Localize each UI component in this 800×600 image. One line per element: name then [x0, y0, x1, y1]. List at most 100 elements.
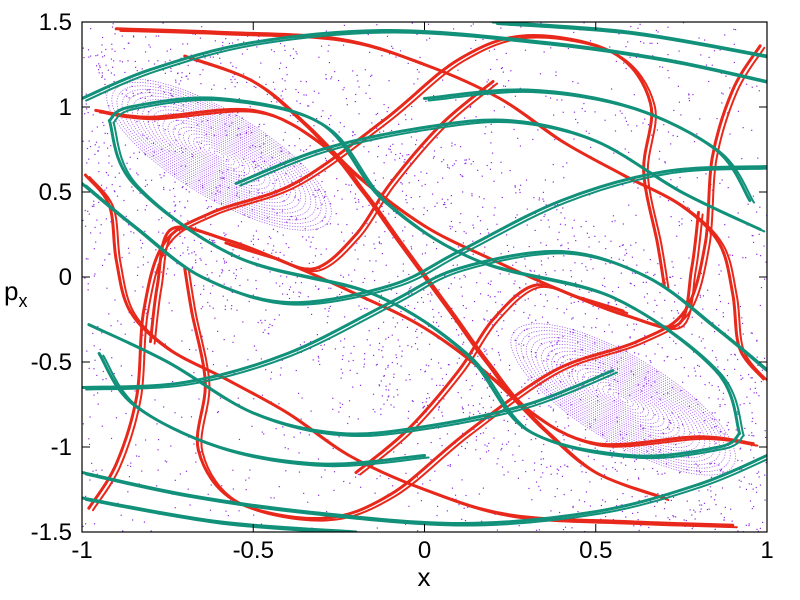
poincare-point [270, 497, 272, 499]
poincare-point [643, 408, 645, 410]
poincare-point [675, 444, 677, 446]
poincare-point [663, 508, 666, 510]
poincare-point [487, 418, 489, 420]
poincare-point [232, 488, 234, 490]
x-tick-label: 0.5 [579, 537, 612, 564]
poincare-point [342, 89, 344, 91]
poincare-point [480, 293, 482, 295]
x-tick-label: 0 [418, 537, 431, 564]
poincare-point [195, 226, 197, 228]
poincare-point [124, 71, 126, 74]
poincare-point [189, 504, 191, 506]
poincare-point [742, 257, 744, 259]
poincare-point [390, 404, 392, 406]
poincare-point [594, 111, 596, 113]
poincare-point [351, 280, 353, 282]
poincare-point [540, 476, 542, 478]
poincare-point [629, 394, 631, 396]
poincare-point [164, 129, 166, 131]
poincare-point [416, 336, 418, 339]
poincare-point [318, 494, 320, 496]
poincare-point [376, 363, 378, 365]
poincare-point [249, 469, 251, 471]
unstable-manifold-curve [153, 228, 670, 502]
poincare-point [629, 336, 631, 338]
poincare-point [195, 262, 197, 264]
poincare-point [508, 364, 511, 367]
island-orbit-ring [525, 333, 721, 466]
poincare-point [117, 320, 119, 322]
poincare-point [120, 323, 122, 325]
y-axis-label-subscript: x [18, 291, 27, 311]
poincare-point [609, 262, 611, 264]
poincare-point [363, 244, 365, 246]
poincare-point [212, 285, 214, 287]
poincare-point [402, 263, 404, 265]
poincare-point [201, 26, 203, 28]
poincare-point [751, 435, 753, 437]
poincare-point [479, 458, 481, 460]
poincare-point [395, 56, 397, 58]
poincare-point [691, 333, 693, 335]
poincare-point [272, 228, 275, 230]
poincare-point [356, 74, 358, 77]
poincare-point [622, 244, 624, 246]
poincare-point [108, 105, 110, 107]
poincare-point [423, 289, 425, 291]
poincare-point [451, 487, 454, 489]
poincare-point [305, 81, 307, 83]
stable-manifold-curve [496, 23, 767, 59]
poincare-point [465, 232, 467, 234]
poincare-point [661, 66, 664, 68]
poincare-point [477, 355, 479, 357]
poincare-point [638, 499, 640, 502]
poincare-point [451, 145, 453, 147]
island-orbit-ring [152, 109, 286, 200]
poincare-point [559, 223, 562, 225]
poincare-point [645, 281, 647, 283]
poincare-point [88, 158, 90, 160]
poincare-point [542, 198, 544, 200]
stable-manifold-curve [85, 167, 767, 306]
poincare-point [393, 376, 395, 378]
poincare-point [321, 220, 323, 222]
poincare-point [316, 228, 318, 230]
poincare-point [382, 130, 385, 132]
poincare-point [506, 234, 508, 236]
poincare-point [148, 44, 150, 46]
poincare-point [390, 151, 392, 153]
poincare-point [342, 44, 345, 46]
poincare-point [673, 109, 675, 112]
y-tick-label: 0.5 [39, 179, 72, 206]
poincare-point [417, 301, 419, 303]
poincare-point [472, 23, 474, 25]
poincare-point [738, 479, 740, 481]
poincare-point [190, 416, 193, 418]
poincare-point [654, 273, 656, 276]
poincare-point [586, 368, 588, 370]
poincare-point [478, 196, 480, 198]
poincare-point [619, 245, 621, 248]
poincare-point [497, 335, 499, 337]
poincare-point [243, 171, 245, 174]
poincare-point [325, 78, 327, 80]
poincare-point [487, 294, 489, 296]
poincare-point [324, 308, 326, 310]
poincare-point [265, 83, 267, 85]
poincare-point [462, 304, 465, 307]
poincare-point [722, 398, 724, 400]
poincare-point [174, 210, 176, 212]
poincare-point [375, 260, 377, 262]
poincare-point [588, 246, 590, 248]
poincare-point [238, 98, 240, 100]
poincare-point [403, 161, 405, 163]
poincare-point [475, 116, 477, 118]
poincare-point [382, 210, 384, 213]
poincare-point [205, 200, 207, 202]
poincare-point [113, 60, 115, 62]
poincare-point [206, 274, 208, 276]
poincare-point [405, 194, 408, 197]
poincare-point [88, 140, 90, 142]
poincare-point [667, 200, 670, 202]
poincare-point [269, 323, 271, 326]
